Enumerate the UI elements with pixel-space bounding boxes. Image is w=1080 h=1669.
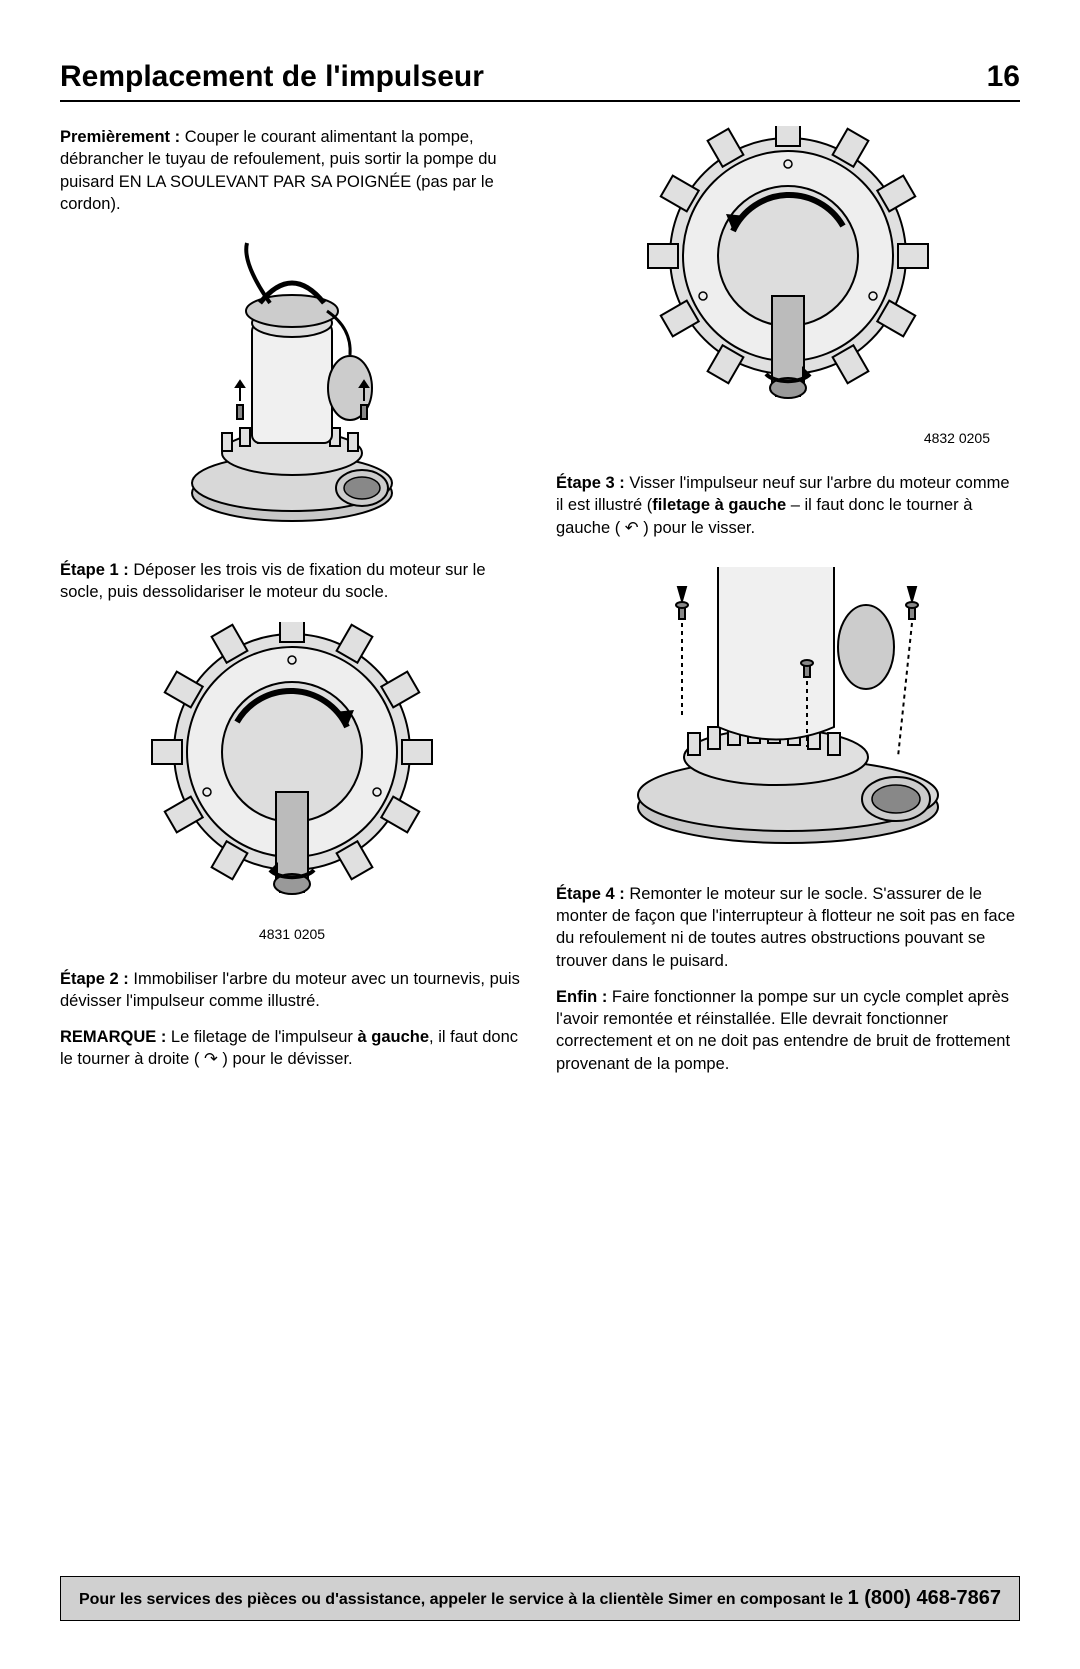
note-paragraph: REMARQUE : Le filetage de l'impulseur à … [60,1026,524,1071]
step3-label: Étape 3 : [556,474,629,492]
step1-paragraph: Étape 1 : Déposer les trois vis de fixat… [60,559,524,604]
figure-impeller-unscrew: 4831 0205 [60,622,524,942]
page-title: Remplacement de l'impulseur [60,60,484,94]
step4-label: Étape 4 : [556,885,629,903]
figure-impeller-screw: 4832 0205 [556,126,1020,446]
page-number: 16 [987,60,1020,94]
reassembly-illustration [608,557,968,857]
step1-label: Étape 1 : [60,561,133,579]
final-label: Enfin : [556,988,612,1006]
footer-phone: 1 (800) 468-7867 [848,1587,1001,1609]
pump-assembly-illustration [152,233,432,533]
page-header: Remplacement de l'impulseur 16 [60,60,1020,102]
figure-reassembly [556,557,1020,857]
impeller-unscrew-illustration [132,622,452,922]
figure-pump-assembly [60,233,524,533]
note-bold: à gauche [358,1028,430,1046]
impeller-screw-illustration [628,126,948,426]
figure3-caption: 4832 0205 [924,430,990,446]
step2-label: Étape 2 : [60,970,133,988]
content-columns: Premièrement : Couper le courant aliment… [60,126,1020,1089]
final-paragraph: Enfin : Faire fonctionner la pompe sur u… [556,986,1020,1075]
intro-label: Premièrement : [60,128,185,146]
step4-paragraph: Étape 4 : Remonter le moteur sur le socl… [556,883,1020,972]
figure2-caption: 4831 0205 [259,926,325,942]
step3-bold: filetage à gauche [652,496,786,514]
note-label: REMARQUE : [60,1028,171,1046]
note-text-a: Le filetage de l'impulseur [171,1028,358,1046]
step2-paragraph: Étape 2 : Immobiliser l'arbre du moteur … [60,968,524,1013]
left-column: Premièrement : Couper le courant aliment… [60,126,524,1089]
intro-paragraph: Premièrement : Couper le courant aliment… [60,126,524,215]
footer-text: Pour les services des pièces ou d'assist… [79,1591,848,1608]
footer-bar: Pour les services des pièces ou d'assist… [60,1576,1020,1621]
step3-paragraph: Étape 3 : Visser l'impulseur neuf sur l'… [556,472,1020,539]
final-text: Faire fonctionner la pompe sur un cycle … [556,988,1010,1073]
right-column: 4832 0205 Étape 3 : Visser l'impulseur n… [556,126,1020,1089]
